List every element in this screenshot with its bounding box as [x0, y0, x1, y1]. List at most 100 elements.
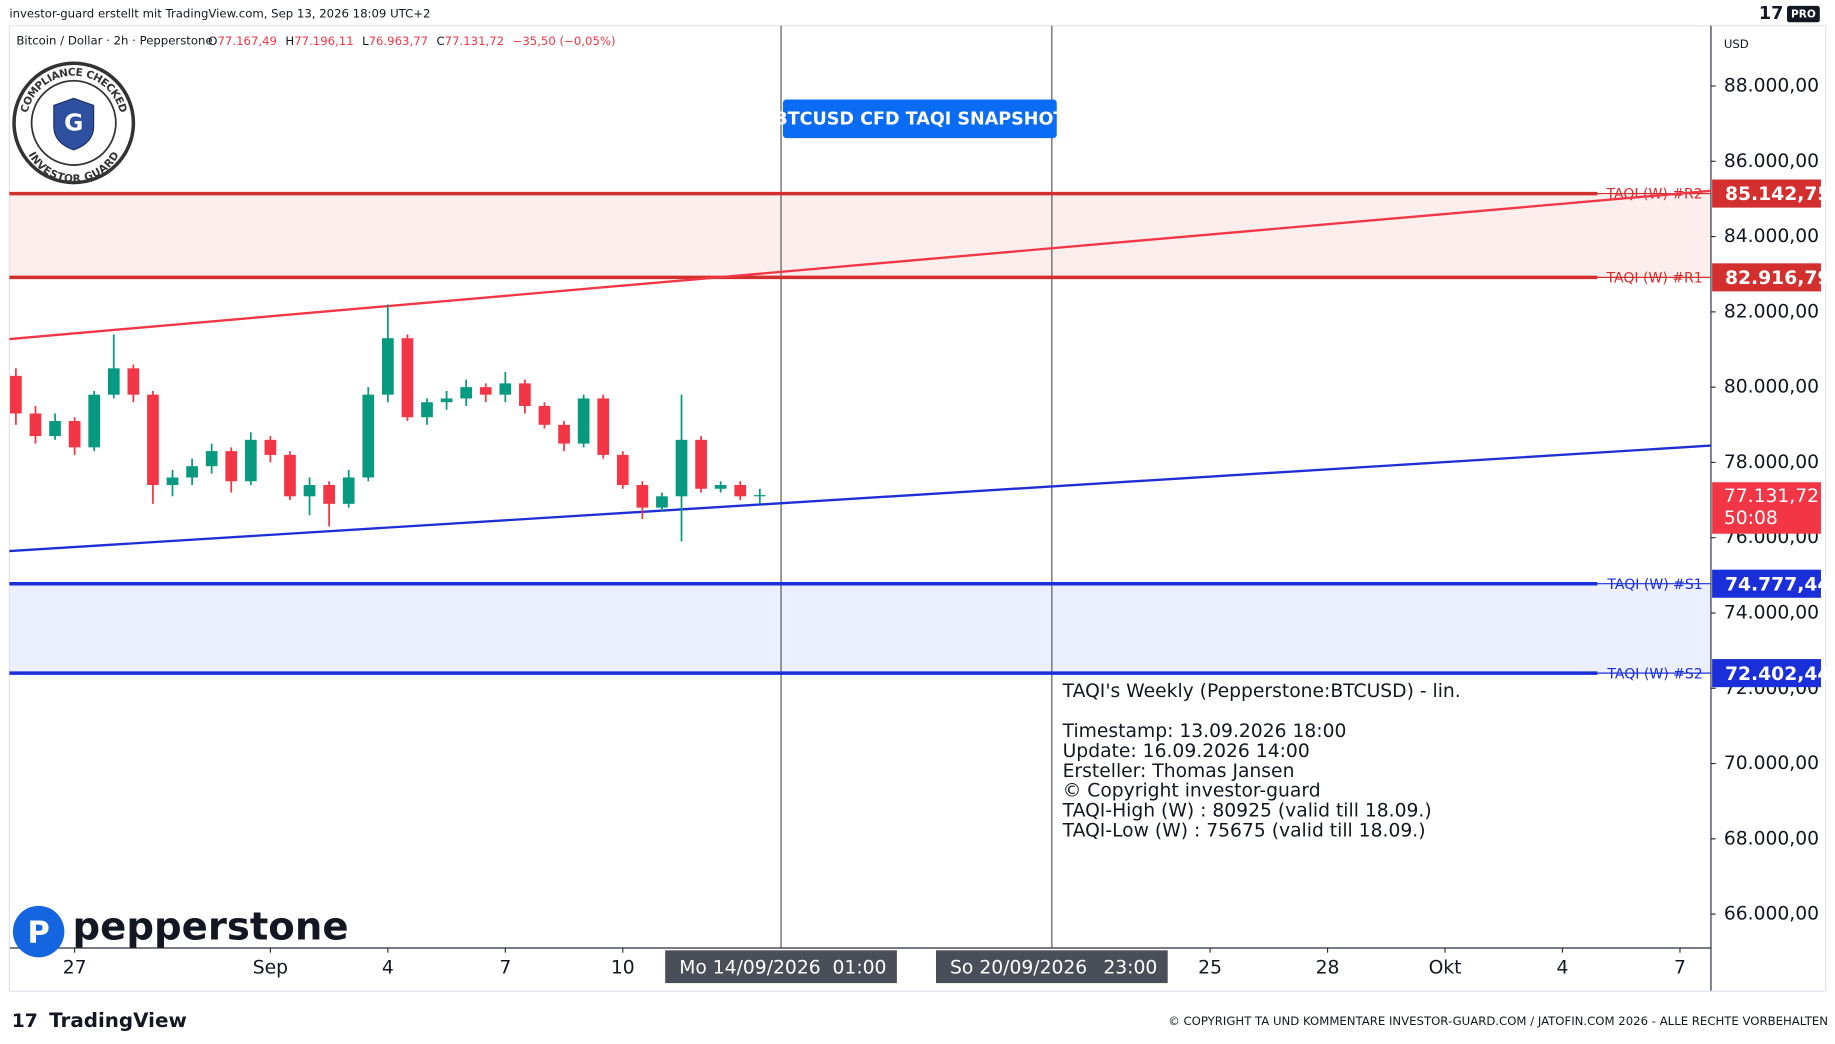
candle-body: [753, 495, 766, 497]
candle-body: [460, 387, 473, 399]
zone: [9, 583, 1711, 674]
x-tick-label: 28: [1316, 957, 1340, 978]
time-label-time: 01:00: [833, 957, 887, 978]
candle-body: [127, 368, 140, 395]
y-tick-label: 88.000,00: [1724, 76, 1819, 97]
zones: [9, 193, 1711, 674]
candle-body: [323, 485, 335, 504]
chart-title: BTCUSD CFD TAQI SNAPSHOT: [774, 109, 1065, 129]
time-label-box: [935, 950, 1168, 984]
level-badge: [1712, 263, 1821, 292]
x-tick-label: 7: [1674, 957, 1686, 978]
tv-icon: 17: [12, 1011, 38, 1032]
candle-body: [675, 439, 688, 497]
candle-body: [577, 398, 590, 444]
candle-body: [166, 477, 179, 486]
x-tick-label: 4: [1557, 957, 1569, 978]
pro-label: PRO: [1791, 9, 1816, 21]
y-tick-label: 80.000,00: [1724, 377, 1819, 398]
candle-body: [440, 398, 453, 403]
level-badge: [1712, 569, 1821, 598]
x-tick-label: 4: [382, 957, 394, 978]
candle-body: [421, 402, 433, 418]
tv-pro-logo: 17 PRO: [1759, 4, 1820, 24]
time-label-day: So 20/09/2026: [950, 957, 1087, 978]
x-tick-label: 27: [63, 957, 87, 978]
y-tick-label: 66.000,00: [1724, 904, 1819, 925]
time-label-day: Mo 14/09/2026: [679, 957, 820, 978]
ohlc: O77.167,49 H77.196,11 L76.963,77 C77.131…: [208, 34, 615, 48]
level-name: TAQI (W) #S1: [1606, 577, 1702, 593]
badge-letter: G: [64, 109, 83, 137]
candle-body: [734, 485, 747, 497]
level-badge-label: 82.916,79: [1725, 268, 1830, 289]
candle-body: [636, 485, 649, 508]
last-price-label: 77.131,72: [1724, 486, 1819, 507]
candle-body: [10, 375, 22, 414]
candle-body: [147, 394, 159, 486]
candle-body: [49, 421, 61, 437]
pepperstone-logo: P pepperstone: [12, 905, 349, 958]
candle-body: [205, 451, 218, 467]
countdown: 50:08: [1724, 508, 1778, 529]
badge-shield: [53, 97, 95, 151]
level-name: TAQI (W) #S2: [1606, 666, 1702, 682]
y-tick-label: 68.000,00: [1724, 828, 1819, 849]
level-badge: [1712, 659, 1821, 688]
note: TAQI's Weekly (Pepperstone:BTCUSD) - lin…: [1062, 681, 1461, 841]
x-tick-label: 25: [1198, 957, 1222, 978]
candle-body: [499, 383, 512, 395]
trendline: [9, 189, 1712, 341]
header: investor-guard erstellt mit TradingView.…: [9, 7, 430, 21]
y-tick-label: 70.000,00: [1724, 753, 1819, 774]
x-tick-label: 10: [611, 957, 635, 978]
candle-body: [382, 338, 394, 395]
currency: USD: [1724, 37, 1749, 51]
candle-body: [29, 413, 42, 437]
candle-body: [538, 405, 551, 425]
candle-body: [186, 466, 198, 478]
x-tick-label: Sep: [253, 957, 288, 978]
candle-body: [695, 439, 707, 489]
candle-body: [401, 338, 414, 418]
candle-body: [714, 485, 727, 489]
change: −35,50 (−0,05%): [513, 34, 616, 48]
candle-body: [303, 485, 316, 497]
time-label-box: [665, 950, 897, 984]
tv-mark: 17: [1759, 4, 1783, 24]
candle-body: [362, 394, 375, 478]
candle-body: [519, 383, 531, 406]
c: C: [436, 34, 444, 48]
compliance-badge: COMPLIANCE CHECKED INVESTOR GUARD G: [12, 61, 136, 185]
candle-body: [244, 439, 257, 482]
candle-body: [264, 439, 277, 455]
symbol: Bitcoin / Dollar · 2h · Pepperstone: [16, 34, 212, 48]
title-box: [782, 99, 1057, 139]
note-line: Timestamp: 13.09.2026 18:00: [1062, 721, 1347, 742]
y-tick-label: 82.000,00: [1724, 301, 1819, 322]
candle-body: [479, 387, 492, 395]
level-badge-label: 74.777,44: [1725, 574, 1830, 595]
candle-body: [225, 451, 238, 482]
candle-body: [616, 454, 629, 486]
candle-body: [597, 398, 610, 455]
level-badge-label: 72.402,44: [1725, 664, 1830, 685]
pepperstone-wordmark: pepperstone: [73, 905, 349, 950]
h: H: [285, 34, 294, 48]
candle-body: [88, 394, 101, 448]
y-tick-label: 78.000,00: [1724, 452, 1819, 473]
candle-body: [656, 496, 668, 508]
pro-box: [1787, 5, 1820, 23]
pepperstone-icon: [12, 905, 65, 958]
note-line: Update: 16.09.2026 14:00: [1063, 741, 1310, 762]
trendline: [9, 444, 1712, 553]
o-value: 77.167,49: [218, 34, 277, 48]
x-tick-label: Okt: [1429, 957, 1462, 978]
y-tick-label: 74.000,00: [1724, 602, 1819, 623]
note-line: TAQI-High (W) : 80925 (valid till 18.09.…: [1062, 801, 1432, 822]
last-price-badge: [1712, 482, 1821, 534]
pepperstone-icon-letter: P: [27, 915, 49, 950]
plot: 88.000,00 86.000,00 84.000,00 82.000,00 80.0…: [9, 25, 1830, 984]
h-value: 77.196,11: [294, 34, 353, 48]
